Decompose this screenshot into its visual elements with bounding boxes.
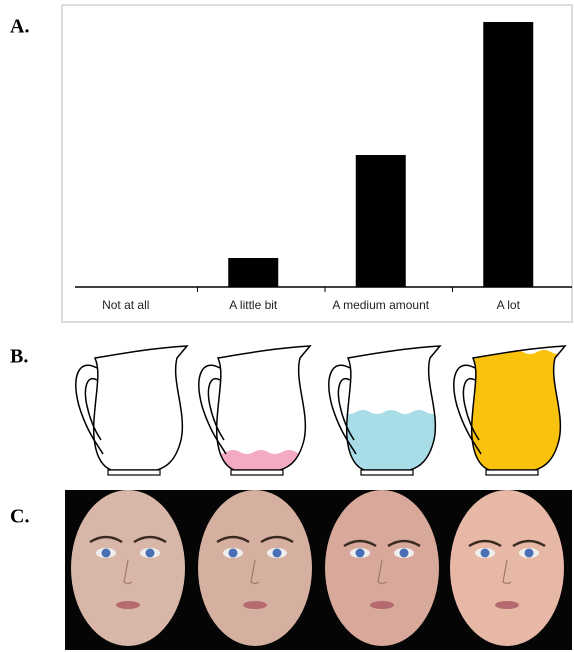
face — [450, 490, 564, 646]
iris — [525, 549, 534, 558]
iris — [102, 549, 111, 558]
face-skin — [71, 490, 185, 646]
panel-label: B. — [10, 346, 28, 368]
iris — [273, 549, 282, 558]
face — [325, 490, 439, 646]
face-skin — [450, 490, 564, 646]
panel-label: C. — [10, 506, 29, 528]
pitchers — [76, 346, 574, 480]
iris — [229, 549, 238, 558]
panel-label: A. — [10, 16, 29, 38]
iris — [146, 549, 155, 558]
pitcher — [453, 346, 574, 480]
pitcher-base — [361, 470, 413, 475]
iris — [356, 549, 365, 558]
pitcher-base — [108, 470, 160, 475]
page: {"panels": {"a": "A.", "b": "B.", "c": "… — [0, 0, 574, 652]
lips — [116, 601, 140, 609]
iris — [400, 549, 409, 558]
bar — [228, 258, 278, 287]
bar — [483, 22, 533, 287]
pitcher-body — [94, 346, 187, 470]
x-tick-label: A lot — [497, 298, 521, 312]
pitcher-handle — [199, 365, 226, 454]
lips — [495, 601, 519, 609]
face-skin — [198, 490, 312, 646]
pitcher — [198, 346, 324, 480]
bar — [356, 155, 406, 287]
lips — [243, 601, 267, 609]
face-skin — [325, 490, 439, 646]
pitcher-base — [231, 470, 283, 475]
pitcher-handle — [76, 365, 103, 454]
figure: A. B. C. Not at all A little bit A medium … — [0, 0, 574, 652]
x-tick-label: Not at all — [102, 298, 149, 312]
lips — [370, 601, 394, 609]
face — [71, 490, 185, 646]
x-tick-label: A medium amount — [332, 298, 429, 312]
pitcher — [328, 346, 454, 480]
face — [198, 490, 312, 646]
pitcher-base — [486, 470, 538, 475]
iris — [481, 549, 490, 558]
bar-chart: Not at all A little bit A medium amount A l… — [102, 22, 574, 312]
liquid — [453, 350, 574, 480]
x-tick-label: A little bit — [229, 298, 278, 312]
pitcher — [76, 346, 187, 475]
